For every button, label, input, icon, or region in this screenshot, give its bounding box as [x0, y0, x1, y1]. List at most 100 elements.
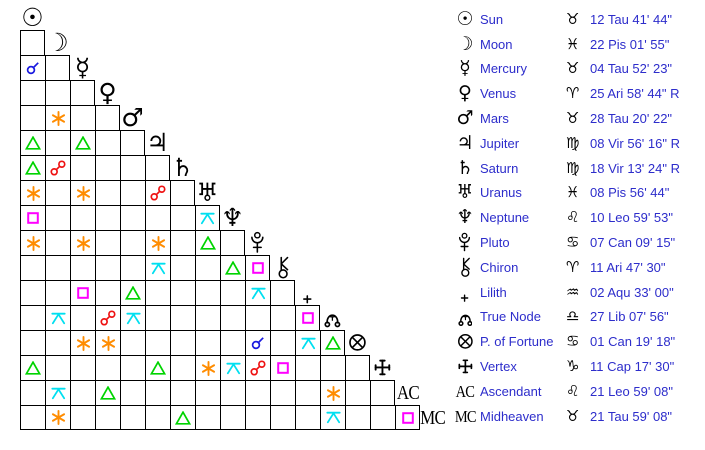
- aspect-grid: ☉ ☽ ☿ ♀ ♂ ♃ ♄ ♅ ♆ AC MC: [20, 5, 446, 430]
- saturn-icon: ♄: [171, 153, 194, 182]
- planet-position: 21 Leo 59' 08": [590, 383, 674, 399]
- sign-icon-cancer: ♋: [566, 233, 580, 252]
- table-row-chiron: Chiron ♈ 11 Ari 47' 30": [450, 255, 702, 280]
- venus-icon: ♀: [98, 78, 117, 107]
- aspect-cell-pfortune-uranus: [195, 330, 220, 355]
- aspect-cell-lilith-jupiter: [145, 280, 170, 305]
- aspect-cell-vertex-uranus: [195, 355, 220, 380]
- saturn-icon: ♄: [456, 156, 474, 179]
- trine-icon: [25, 361, 41, 375]
- aspect-cell-pluto-uranus: [195, 230, 220, 255]
- planet-name: Venus: [480, 86, 517, 102]
- trine-icon: [25, 161, 41, 175]
- aspect-cell-vertex-pluto: [245, 355, 270, 380]
- aspect-cell-neptune-saturn: [170, 205, 195, 230]
- jupiter-icon: ♃: [456, 131, 474, 154]
- aspect-cell-pfortune-venus: [95, 330, 120, 355]
- sign-icon-pisces: ♓: [566, 183, 580, 202]
- aspect-cell-saturn-sun: [20, 155, 45, 180]
- aspect-cell-vertex-sun: [20, 355, 45, 380]
- sign-icon-taurus: ♉: [566, 9, 580, 28]
- quincunx-icon: [200, 212, 215, 225]
- trine-icon: [175, 410, 191, 425]
- aspect-cell-lilith-saturn: [170, 280, 195, 305]
- aspect-cell-midheaven-uranus: [195, 405, 220, 430]
- chiron-icon: [459, 257, 471, 278]
- sextile-icon: [51, 410, 66, 425]
- pluto-icon: [250, 231, 265, 254]
- aspect-cell-neptune-moon: [45, 205, 70, 230]
- neptune-icon: ♆: [221, 203, 244, 232]
- aspect-cell-vertex-lilith: [295, 355, 320, 380]
- sextile-icon: [51, 110, 66, 126]
- vertex-grid-glyph: [370, 355, 395, 380]
- trine-icon: [324, 336, 341, 350]
- sign-icon-capricorn: ♑: [566, 357, 580, 376]
- planet-name: Jupiter: [480, 135, 520, 151]
- planet-name: Uranus: [480, 185, 522, 201]
- chiron-icon: [276, 256, 290, 279]
- aspect-cell-midheaven-sun: [20, 405, 45, 430]
- aspect-cell-pfortune-jupiter: [145, 330, 170, 355]
- table-row-uranus: ♅ Uranus ♓ 08 Pis 56' 44": [450, 181, 702, 206]
- aspect-cell-lilith-chiron: [270, 280, 295, 305]
- quincunx-icon: [125, 312, 141, 325]
- aspect-cell-mars-mercury: [70, 105, 95, 130]
- ascendant-grid-glyph: AC: [395, 380, 420, 405]
- quincunx-icon: [225, 362, 241, 375]
- quincunx-icon: [300, 337, 316, 350]
- aspect-cell-chiron-mercury: [70, 255, 95, 280]
- aspect-cell-ascendant-pfortune: [345, 380, 370, 405]
- sign-icon-taurus: ♉: [566, 406, 580, 425]
- aspect-cell-uranus-jupiter: [145, 180, 170, 205]
- aspect-cell-midheaven-vertex: [370, 405, 395, 430]
- sextile-icon: [76, 185, 91, 201]
- aspect-cell-pfortune-lilith: [295, 330, 320, 355]
- aspect-cell-midheaven-mars: [120, 405, 145, 430]
- sextile-icon: [326, 385, 341, 401]
- planet-position: 12 Tau 41' 44": [590, 11, 673, 27]
- aspect-cell-pfortune-mars: [120, 330, 145, 355]
- planet-name: Ascendant: [480, 383, 542, 399]
- aspect-cell-vertex-truenode: [320, 355, 345, 380]
- aspect-cell-midheaven-saturn: [170, 405, 195, 430]
- aspect-cell-saturn-moon: [45, 155, 70, 180]
- lilith-icon: [459, 282, 470, 302]
- mercury-icon: ☿: [74, 53, 91, 82]
- sextile-icon: [101, 335, 116, 351]
- aspect-cell-neptune-mercury: [70, 205, 95, 230]
- aspect-cell-midheaven-moon: [45, 405, 70, 430]
- aspect-cell-truenode-chiron: [270, 305, 295, 330]
- aspect-cell-chiron-uranus: [195, 255, 220, 280]
- aspect-cell-mercury-sun: [20, 55, 45, 80]
- uranus-grid-glyph: ♅: [195, 180, 220, 205]
- aspect-cell-uranus-saturn: [170, 180, 195, 205]
- saturn-grid-glyph: ♄: [170, 155, 195, 180]
- aspect-cell-lilith-moon: [45, 280, 70, 305]
- aspect-cell-truenode-lilith: [295, 305, 320, 330]
- table-row-pfortune: P. of Fortune ♋ 01 Can 19' 18": [450, 329, 702, 354]
- aspect-cell-pluto-saturn: [170, 230, 195, 255]
- planet-position: 08 Vir 56' 16" R: [590, 135, 680, 151]
- aspect-cell-truenode-sun: [20, 305, 45, 330]
- sextile-icon: [26, 185, 41, 201]
- square-icon: [401, 411, 414, 424]
- sign-icon-pisces: ♓: [566, 34, 580, 53]
- planet-name: Neptune: [480, 210, 530, 226]
- sun-icon: ☉: [456, 7, 474, 30]
- aspect-cell-jupiter-mercury: [70, 130, 95, 155]
- aspect-cell-lilith-pluto: [245, 280, 270, 305]
- aspect-cell-chiron-venus: [95, 255, 120, 280]
- aspect-cell-neptune-jupiter: [145, 205, 170, 230]
- planet-name: Lilith: [480, 284, 507, 300]
- conjunction-icon: [251, 336, 265, 350]
- aspect-cell-vertex-mars: [120, 355, 145, 380]
- aspect-cell-midheaven-neptune: [220, 405, 245, 430]
- square-icon: [27, 212, 39, 224]
- aspect-cell-pluto-moon: [45, 230, 70, 255]
- sign-icon-taurus: ♉: [566, 109, 580, 128]
- pfortune-grid-glyph: [345, 330, 370, 355]
- sextile-icon: [26, 235, 41, 251]
- aspect-cell-midheaven-chiron: [270, 405, 295, 430]
